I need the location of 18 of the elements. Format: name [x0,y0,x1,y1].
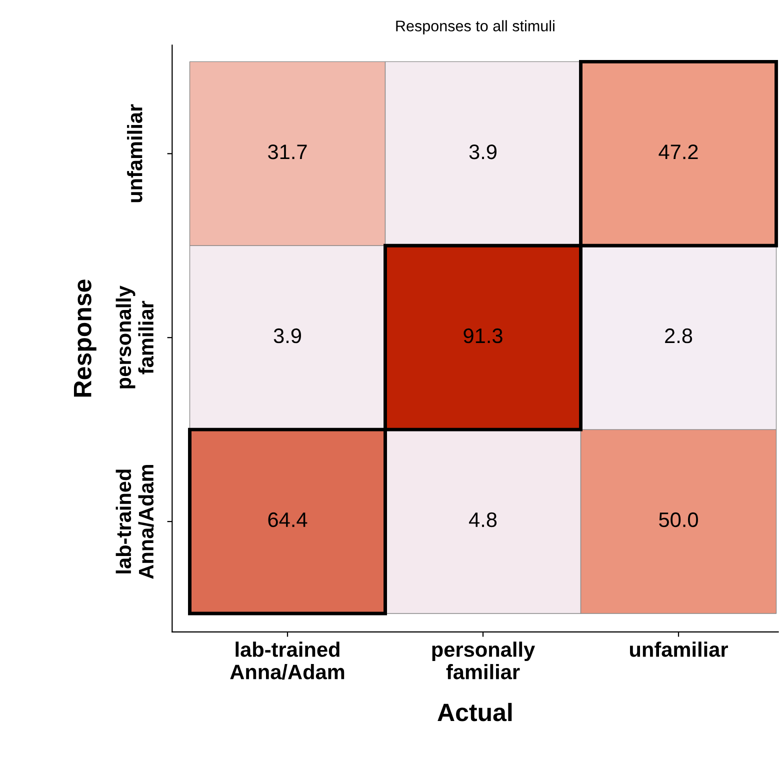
data-label: 47.2 [658,144,698,160]
y-tick-label: lab-trained Anna/Adam [116,464,154,579]
data-label: 2.8 [665,328,692,344]
chart-title: Responses to all stimuli [396,20,554,34]
data-label: 64.4 [268,512,308,528]
data-label: 50.0 [659,512,698,528]
x-tick-label: unfamiliar [630,642,728,657]
x-tick-label: lab-trained Anna/Adam [230,642,344,680]
x-axis-title: Actual [438,702,512,722]
y-tick-label: unfamiliar [127,104,142,202]
x-tick-label: personally familiar [432,642,536,680]
data-label: 91.3 [464,328,502,344]
data-label: 3.9 [274,328,301,344]
y-axis-title: Response [74,280,96,397]
data-label: 3.9 [469,144,497,160]
data-label: 31.7 [268,144,307,160]
y-tick-label: personally familiar [116,286,154,388]
data-label: 4.8 [469,512,497,528]
